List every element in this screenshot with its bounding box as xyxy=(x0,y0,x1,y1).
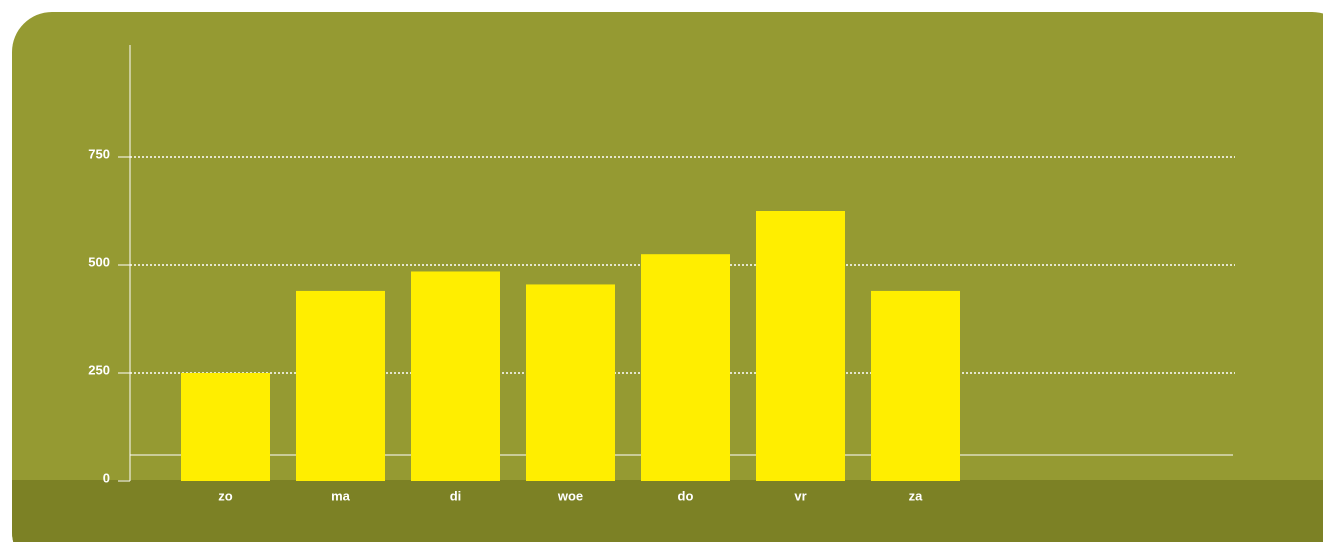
y-tick-label: 500 xyxy=(88,254,110,269)
x-tick-label: zo xyxy=(218,488,233,503)
bar xyxy=(756,211,845,481)
y-tick-label: 0 xyxy=(103,470,110,485)
bar xyxy=(296,290,385,481)
footer-band xyxy=(12,480,1323,547)
x-tick-label: di xyxy=(450,488,462,503)
y-tick-label: 250 xyxy=(88,362,110,377)
x-tick-label: za xyxy=(909,488,924,503)
bar xyxy=(181,373,270,481)
bar xyxy=(871,290,960,481)
y-tick-label: 750 xyxy=(88,146,110,161)
bar xyxy=(411,271,500,481)
x-tick-label: do xyxy=(678,488,694,503)
bar xyxy=(526,284,615,481)
x-tick-label: vr xyxy=(794,488,806,503)
bar xyxy=(641,254,730,481)
x-tick-label: woe xyxy=(557,488,583,503)
x-tick-label: ma xyxy=(331,488,351,503)
